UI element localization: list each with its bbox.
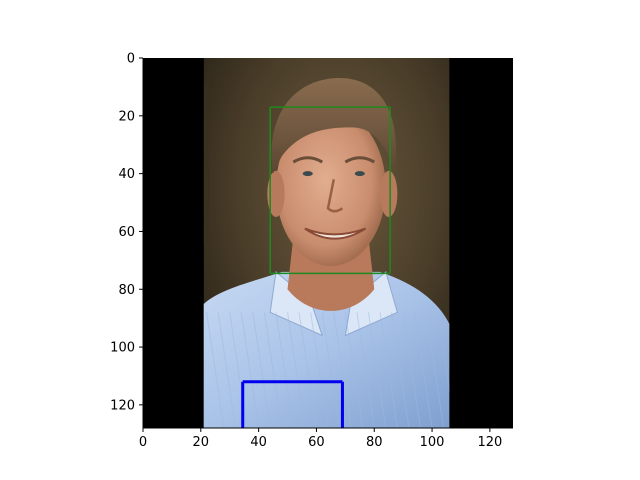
hair: [271, 78, 397, 174]
y-tick-label: 0: [127, 52, 135, 67]
x-tick-label: 120: [477, 435, 502, 450]
x-tick-label: 0: [139, 435, 147, 450]
smile: [304, 227, 367, 240]
portrait-photo: [203, 58, 450, 428]
y-tick-label: 40: [118, 167, 135, 182]
x-tick-label: 80: [366, 435, 383, 450]
y-tick-label: 100: [110, 341, 135, 356]
x-tick-label: 100: [420, 435, 445, 450]
y-tick-label: 60: [118, 225, 135, 240]
x-tick-label: 20: [193, 435, 210, 450]
x-tick-label: 60: [308, 435, 325, 450]
face-box: [269, 106, 391, 275]
y-tick-label: 20: [118, 109, 135, 124]
y-tick-label: 120: [110, 398, 135, 413]
lower-box: [241, 380, 344, 428]
x-tick-label: 40: [250, 435, 267, 450]
y-tick-label: 80: [118, 283, 135, 298]
image-axes: [143, 58, 513, 428]
